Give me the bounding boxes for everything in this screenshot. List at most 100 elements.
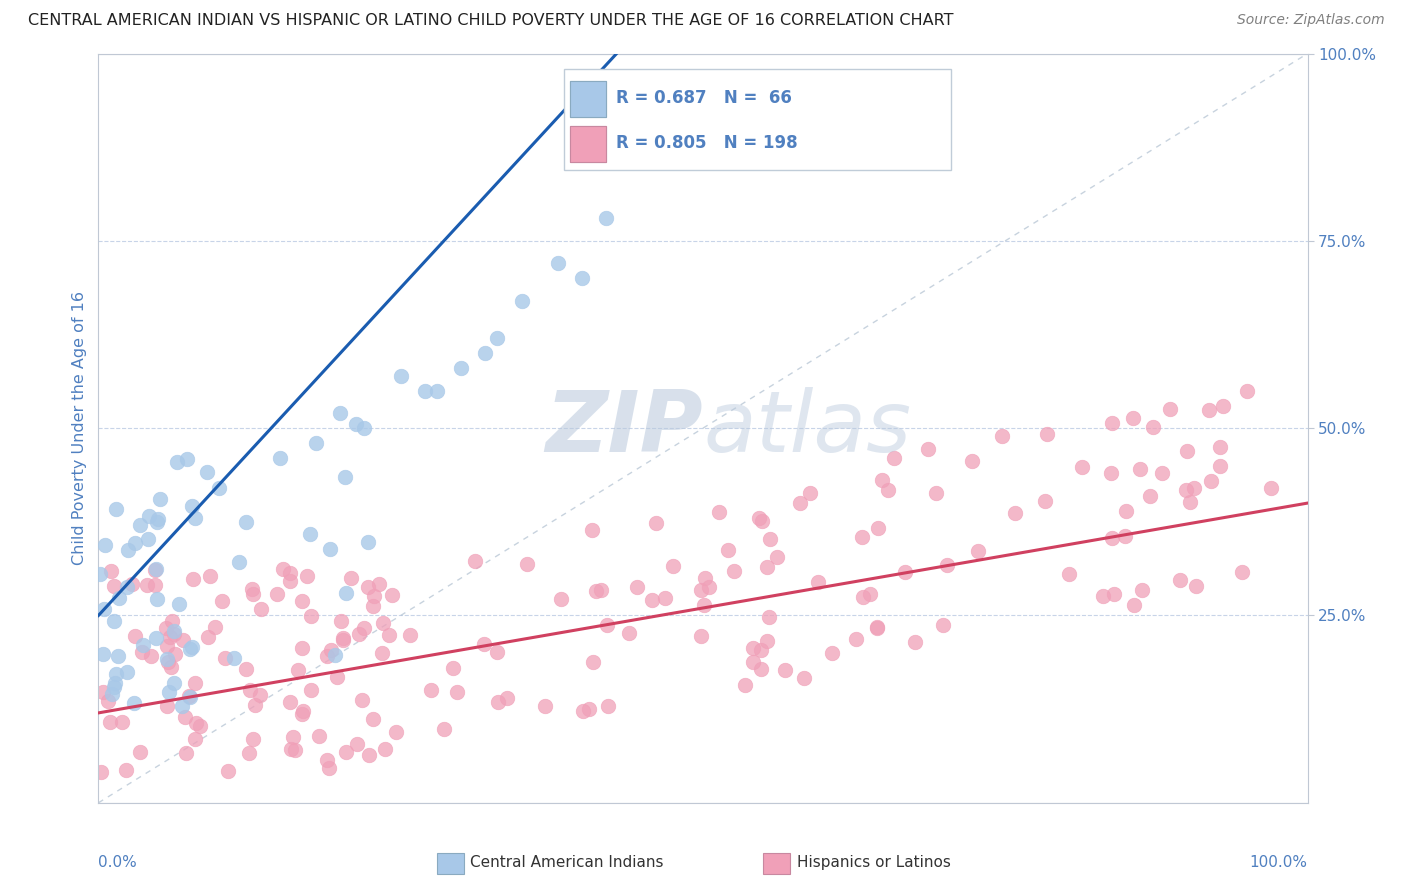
- Point: [93, 602, 115, 616]
- FancyBboxPatch shape: [569, 126, 606, 162]
- Point: [316, 753, 339, 767]
- Point: [1071, 460, 1094, 475]
- Point: [645, 516, 668, 530]
- Point: [172, 698, 194, 713]
- Point: [347, 626, 370, 640]
- Point: [1142, 420, 1164, 434]
- FancyBboxPatch shape: [569, 126, 606, 162]
- Point: [107, 648, 129, 663]
- Point: [97, 694, 120, 708]
- Point: [420, 683, 443, 698]
- Point: [297, 569, 319, 583]
- Point: [1209, 459, 1232, 474]
- Point: [385, 724, 408, 739]
- Point: [249, 688, 271, 702]
- Point: [222, 651, 245, 665]
- Point: [758, 532, 780, 546]
- Point: [172, 633, 194, 648]
- Point: [271, 562, 294, 576]
- Point: [661, 559, 683, 574]
- Point: [1101, 416, 1123, 430]
- Point: [235, 663, 257, 677]
- Point: [766, 549, 789, 564]
- Point: [626, 581, 648, 595]
- Point: [318, 761, 340, 775]
- Point: [450, 361, 472, 376]
- Text: R = 0.687   N =  66: R = 0.687 N = 66: [616, 89, 792, 107]
- Point: [773, 663, 796, 677]
- Text: 100.0%: 100.0%: [1250, 855, 1308, 871]
- Point: [1209, 440, 1232, 454]
- Point: [198, 568, 221, 582]
- Point: [378, 628, 401, 642]
- Point: [1033, 494, 1056, 508]
- Point: [654, 591, 676, 606]
- Point: [184, 511, 207, 525]
- Point: [381, 588, 404, 602]
- Point: [278, 566, 301, 580]
- Point: [166, 455, 188, 469]
- Point: [136, 577, 159, 591]
- FancyBboxPatch shape: [763, 853, 790, 874]
- Point: [756, 633, 779, 648]
- Point: [163, 675, 186, 690]
- Point: [319, 541, 342, 556]
- Point: [184, 676, 207, 690]
- Text: atlas: atlas: [703, 386, 911, 470]
- Point: [284, 743, 307, 757]
- Point: [1152, 466, 1174, 480]
- Point: [129, 746, 152, 760]
- Point: [1130, 582, 1153, 597]
- Point: [967, 543, 990, 558]
- Point: [122, 697, 145, 711]
- Point: [299, 683, 322, 698]
- Point: [131, 645, 153, 659]
- Point: [245, 698, 267, 712]
- Point: [755, 559, 778, 574]
- Point: [145, 631, 167, 645]
- Point: [214, 650, 236, 665]
- Point: [595, 211, 617, 226]
- Point: [741, 656, 763, 670]
- Point: [173, 710, 195, 724]
- Point: [359, 748, 381, 763]
- Point: [217, 764, 239, 778]
- Point: [1212, 399, 1234, 413]
- Point: [578, 702, 600, 716]
- Point: [332, 632, 354, 647]
- Point: [183, 731, 205, 746]
- Point: [340, 571, 363, 585]
- Point: [904, 634, 927, 648]
- Point: [1159, 401, 1181, 416]
- Point: [689, 629, 711, 643]
- Point: [693, 599, 716, 613]
- Point: [105, 502, 128, 516]
- Point: [138, 508, 160, 523]
- Point: [163, 627, 186, 641]
- Point: [807, 575, 830, 590]
- Point: [93, 685, 115, 699]
- Point: [353, 621, 375, 635]
- Point: [242, 732, 264, 747]
- Point: [1102, 587, 1125, 601]
- Point: [332, 631, 354, 645]
- Point: [157, 685, 180, 699]
- Point: [155, 621, 177, 635]
- Point: [883, 451, 905, 466]
- Point: [115, 581, 138, 595]
- Point: [160, 614, 183, 628]
- Point: [98, 714, 121, 729]
- Point: [640, 592, 662, 607]
- Point: [156, 639, 179, 653]
- Point: [441, 661, 464, 675]
- Point: [101, 687, 124, 701]
- Point: [163, 647, 186, 661]
- Point: [105, 667, 128, 681]
- Point: [238, 746, 260, 760]
- Point: [156, 655, 179, 669]
- Point: [278, 695, 301, 709]
- Point: [156, 651, 179, 665]
- Point: [751, 514, 773, 528]
- Point: [356, 535, 378, 549]
- Point: [176, 452, 198, 467]
